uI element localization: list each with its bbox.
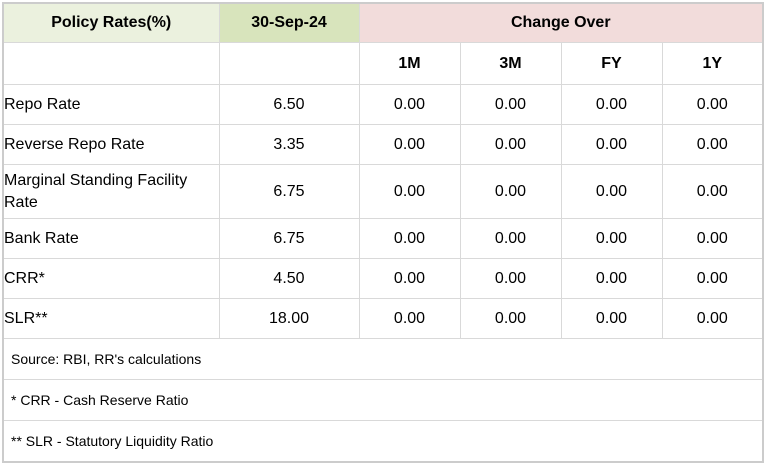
subheader-empty-date <box>218 42 360 85</box>
change-fy: 0.00 <box>560 164 663 219</box>
change-fy: 0.00 <box>560 218 663 259</box>
footnote-row-crr: * CRR - Cash Reserve Ratio <box>2 379 764 421</box>
row-label: Reverse Repo Rate <box>2 124 220 165</box>
crr-note: * CRR - Cash Reserve Ratio <box>2 379 764 421</box>
row-label: Bank Rate <box>2 218 220 259</box>
change-fy: 0.00 <box>560 258 663 299</box>
change-1y: 0.00 <box>661 84 764 125</box>
rate-value: 6.75 <box>218 164 360 219</box>
rate-value: 3.35 <box>218 124 360 165</box>
row-label: Marginal Standing Facility Rate <box>2 164 220 219</box>
rate-value: 6.50 <box>218 84 360 125</box>
table-row-crr: CRR* 4.50 0.00 0.00 0.00 0.00 <box>2 258 764 299</box>
subheader-1m: 1M <box>358 42 461 85</box>
change-over-header-cell: Change Over <box>358 2 764 43</box>
row-label: CRR* <box>2 258 220 299</box>
source-note: Source: RBI, RR's calculations <box>2 338 764 380</box>
change-1y: 0.00 <box>661 164 764 219</box>
change-1y: 0.00 <box>661 218 764 259</box>
subheader-empty-name <box>2 42 220 85</box>
footnote-row-source: Source: RBI, RR's calculations <box>2 338 764 380</box>
subheader-fy: FY <box>560 42 663 85</box>
change-3m: 0.00 <box>459 124 562 165</box>
change-3m: 0.00 <box>459 298 562 339</box>
change-3m: 0.00 <box>459 84 562 125</box>
change-1m: 0.00 <box>358 164 461 219</box>
change-1m: 0.00 <box>358 84 461 125</box>
table-row-msf-rate: Marginal Standing Facility Rate 6.75 0.0… <box>2 164 764 219</box>
rate-value: 4.50 <box>218 258 360 299</box>
date-header-cell: 30-Sep-24 <box>218 2 360 43</box>
footnote-row-slr: ** SLR - Statutory Liquidity Ratio <box>2 420 764 463</box>
table-row-reverse-repo-rate: Reverse Repo Rate 3.35 0.00 0.00 0.00 0.… <box>2 124 764 165</box>
change-1y: 0.00 <box>661 124 764 165</box>
change-fy: 0.00 <box>560 124 663 165</box>
change-1m: 0.00 <box>358 124 461 165</box>
row-label: Repo Rate <box>2 84 220 125</box>
change-3m: 0.00 <box>459 258 562 299</box>
slr-note: ** SLR - Statutory Liquidity Ratio <box>2 420 764 463</box>
row-label: SLR** <box>2 298 220 339</box>
change-1m: 0.00 <box>358 218 461 259</box>
change-1m: 0.00 <box>358 258 461 299</box>
change-fy: 0.00 <box>560 84 663 125</box>
table-row-repo-rate: Repo Rate 6.50 0.00 0.00 0.00 0.00 <box>2 84 764 125</box>
subheader-row: 1M 3M FY 1Y <box>2 42 764 85</box>
rate-value: 18.00 <box>218 298 360 339</box>
change-fy: 0.00 <box>560 298 663 339</box>
table-row-bank-rate: Bank Rate 6.75 0.00 0.00 0.00 0.00 <box>2 218 764 259</box>
subheader-1y: 1Y <box>661 42 764 85</box>
rate-value: 6.75 <box>218 218 360 259</box>
subheader-3m: 3M <box>459 42 562 85</box>
change-1m: 0.00 <box>358 298 461 339</box>
change-1y: 0.00 <box>661 298 764 339</box>
change-3m: 0.00 <box>459 218 562 259</box>
policy-rates-header-cell: Policy Rates(%) <box>2 2 220 43</box>
header-row: Policy Rates(%) 30-Sep-24 Change Over <box>2 2 764 43</box>
change-3m: 0.00 <box>459 164 562 219</box>
table-row-slr: SLR** 18.00 0.00 0.00 0.00 0.00 <box>2 298 764 339</box>
change-1y: 0.00 <box>661 258 764 299</box>
